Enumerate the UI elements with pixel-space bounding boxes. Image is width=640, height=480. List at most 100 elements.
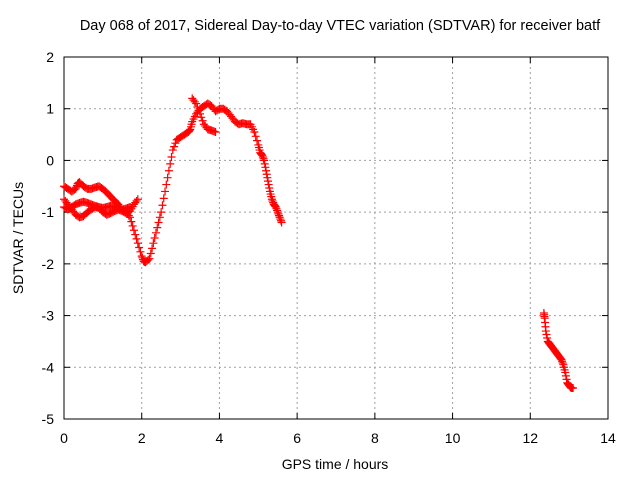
data-point (256, 149, 265, 158)
data-point (276, 215, 285, 224)
data-point (258, 151, 267, 160)
data-point (132, 234, 141, 243)
data-point (250, 127, 259, 136)
data-point (135, 243, 144, 252)
data-point (263, 173, 272, 182)
data-point (131, 230, 140, 239)
data-point (192, 99, 201, 108)
data-point (151, 228, 160, 237)
data-point (158, 201, 167, 210)
data-point (267, 195, 276, 204)
data-point (197, 113, 206, 122)
data-point (198, 116, 207, 125)
data-point (264, 180, 273, 189)
data-series (188, 94, 220, 136)
data-point (145, 254, 154, 263)
data-point (259, 154, 268, 163)
data-point (194, 106, 203, 115)
y-tick-label: 0 (46, 152, 54, 168)
data-point (166, 159, 175, 168)
data-point (136, 247, 145, 256)
data-point (149, 239, 158, 248)
data-point (168, 146, 177, 155)
data-point (164, 166, 173, 175)
y-axis-label: SDTVAR / TECUs (10, 181, 26, 295)
data-point (161, 187, 170, 196)
data-point (260, 159, 269, 168)
data-point (148, 244, 157, 253)
y-tick-label: -4 (42, 359, 55, 375)
data-point (144, 255, 153, 264)
data-point (185, 126, 194, 135)
data-point (159, 194, 168, 203)
data-point (262, 170, 271, 179)
x-tick-label: 4 (216, 430, 224, 446)
y-tick-label: -2 (42, 256, 55, 272)
data-point (270, 201, 279, 210)
data-point (196, 109, 204, 118)
data-point (146, 249, 155, 258)
data-point (154, 218, 163, 227)
data-point (272, 204, 281, 213)
data-point (561, 371, 570, 380)
chart-title: Day 068 of 2017, Sidereal Day-to-day VTE… (79, 18, 601, 34)
data-point (155, 213, 164, 222)
data-point (153, 223, 162, 232)
data-point (273, 208, 282, 217)
x-tick-label: 2 (138, 430, 146, 446)
y-tick-label: -1 (42, 204, 55, 220)
data-point (133, 195, 142, 204)
data-series (60, 99, 286, 267)
plot-frame (63, 56, 609, 420)
data-point (260, 156, 269, 165)
data-point (129, 226, 138, 235)
data-point (262, 166, 271, 175)
axis-ticks (63, 56, 609, 420)
data-point (265, 184, 274, 193)
data-point (211, 127, 220, 136)
data-series (60, 197, 135, 214)
data-point (133, 239, 142, 248)
data-point (72, 183, 81, 192)
data-point (193, 102, 202, 111)
data-point (190, 97, 199, 106)
data-point (569, 383, 578, 392)
data-point (128, 221, 137, 230)
data-series (539, 308, 578, 392)
data-point (541, 327, 550, 336)
data-marks (60, 94, 578, 392)
data-point (557, 355, 566, 364)
data-point (562, 375, 571, 384)
y-tick-label: -3 (42, 308, 55, 324)
data-point (252, 136, 261, 145)
y-tick-label: -5 (42, 411, 55, 427)
data-point (558, 357, 567, 366)
data-point (157, 208, 166, 217)
x-tick-label: 0 (60, 430, 68, 446)
x-tick-label: 10 (445, 430, 461, 446)
data-point (268, 196, 277, 205)
data-point (150, 234, 159, 242)
data-point (162, 180, 171, 189)
data-point (163, 173, 172, 182)
x-axis-label: GPS time / hours (281, 456, 389, 472)
data-point (171, 139, 180, 148)
data-point (558, 358, 567, 367)
data-point (276, 216, 285, 225)
data-point (126, 202, 135, 211)
data-point (274, 209, 283, 218)
data-point (543, 333, 552, 342)
data-point (132, 196, 141, 205)
y-tick-label: 2 (46, 49, 54, 65)
data-point (71, 184, 80, 193)
data-point (561, 368, 570, 377)
y-tick-label: 1 (46, 101, 54, 117)
data-point (542, 330, 551, 339)
data-point (127, 217, 136, 226)
x-tick-label: 8 (371, 430, 379, 446)
data-point (264, 177, 272, 186)
data-point (275, 213, 284, 222)
data-point (275, 211, 284, 220)
